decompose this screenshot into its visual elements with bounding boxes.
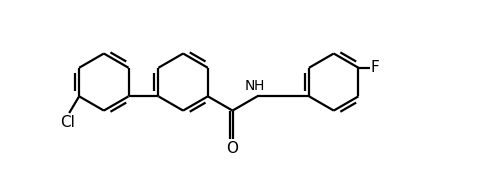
Text: O: O [226,141,238,156]
Text: N: N [244,79,255,93]
Text: F: F [370,60,379,75]
Text: Cl: Cl [60,115,75,130]
Text: H: H [254,79,265,93]
